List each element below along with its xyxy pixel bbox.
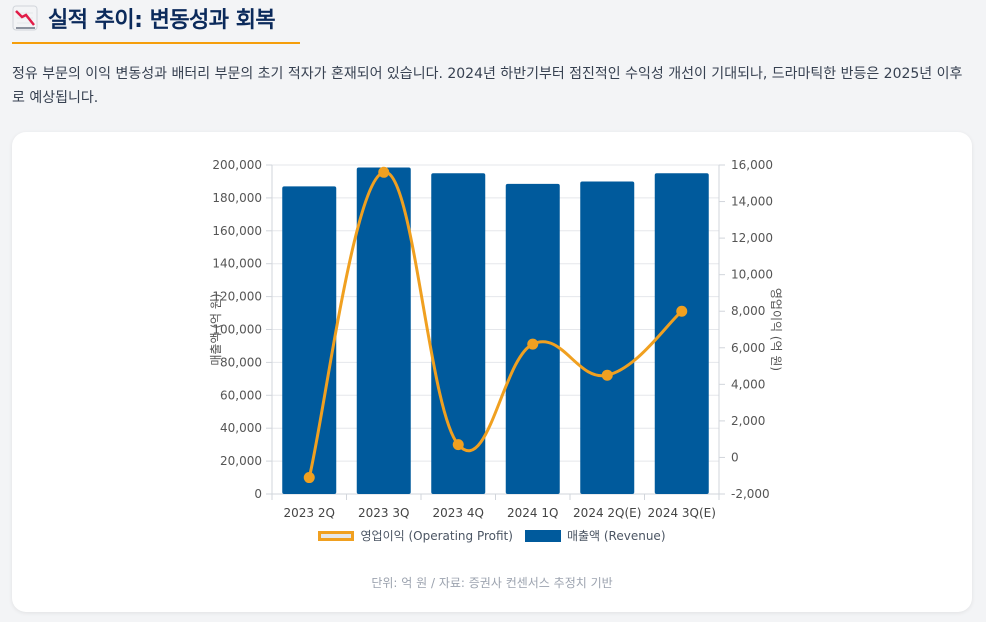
y-tick-label: 20,000 [220, 454, 262, 468]
x-tick-label: 2023 4Q [433, 506, 484, 520]
x-tick-label: 2023 3Q [358, 506, 409, 520]
y2-axis-title: 영업이익 (억 원) [769, 288, 783, 371]
legend-swatch-line [318, 530, 355, 541]
combo-chart: 0 20,000 40,000 60,000 80,000 100,000 120,000 1… [209, 158, 783, 520]
y-tick-label: 120,000 [212, 290, 262, 304]
legend-item-operating-profit[interactable]: 영업이익 (Operating Profit) [318, 527, 513, 544]
y2-tick-label: 0 [731, 450, 739, 464]
chart-card: 0 20,000 40,000 60,000 80,000 100,000 120,000 1… [12, 132, 972, 612]
chart-decreasing-icon [12, 5, 38, 31]
page-title: 실적 추이: 변동성과 회복 [48, 8, 276, 33]
y-tick-label: 200,000 [212, 158, 262, 172]
y-tick-label: 180,000 [212, 191, 262, 205]
y2-tick-label: 12,000 [731, 231, 773, 245]
point-operating-profit [452, 439, 464, 451]
point-operating-profit [303, 472, 315, 484]
y2-tick-label: 8,000 [731, 304, 765, 318]
bar-revenue [282, 186, 337, 494]
y2-tick-label: -2,000 [731, 487, 770, 501]
y-tick-label: 60,000 [220, 388, 262, 402]
legend-swatch-bar [524, 529, 561, 542]
x-tick-label: 2024 2Q(E) [573, 506, 641, 520]
description: 정유 부문의 이익 변동성과 배터리 부문의 초기 적자가 혼재되어 있습니다.… [12, 66, 963, 106]
y-tick-label: 80,000 [220, 355, 262, 369]
y-tick-label: 0 [254, 487, 262, 501]
point-operating-profit [601, 369, 613, 381]
legend-item-revenue[interactable]: 매출액 (Revenue) [524, 527, 666, 544]
y2-tick-label: 2,000 [731, 414, 765, 428]
y-tick-label: 40,000 [220, 421, 262, 435]
y2-tick-label: 4,000 [731, 377, 765, 391]
x-tick-label: 2024 1Q [507, 506, 558, 520]
point-operating-profit [676, 305, 688, 317]
y-axis-title: 매출액 (억 원) [209, 293, 223, 365]
legend-label-revenue: 매출액 (Revenue) [566, 529, 666, 543]
y2-tick-label: 14,000 [731, 195, 773, 209]
page-header: 실적 추이: 변동성과 회복 [12, 2, 300, 44]
y-tick-label: 100,000 [212, 323, 262, 337]
bar-revenue [356, 167, 411, 494]
x-tick-label: 2023 2Q [284, 506, 335, 520]
y2-tick-label: 10,000 [731, 268, 773, 282]
y-tick-label: 160,000 [212, 224, 262, 238]
chart-legend: 영업이익 (Operating Profit) 매출액 (Revenue) [12, 527, 972, 544]
legend-label-operating-profit: 영업이익 (Operating Profit) [360, 529, 513, 543]
point-operating-profit [378, 166, 390, 178]
y-tick-label: 140,000 [212, 257, 262, 271]
x-tick-label: 2024 3Q(E) [648, 506, 716, 520]
y2-tick-label: 6,000 [731, 341, 765, 355]
y2-tick-label: 16,000 [731, 158, 773, 172]
bar-revenue [654, 173, 709, 494]
point-operating-profit [527, 338, 539, 350]
bar-revenue [580, 181, 635, 494]
source-note: 단위: 억 원 / 자료: 증권사 컨센서스 추정치 기반 [371, 576, 613, 590]
